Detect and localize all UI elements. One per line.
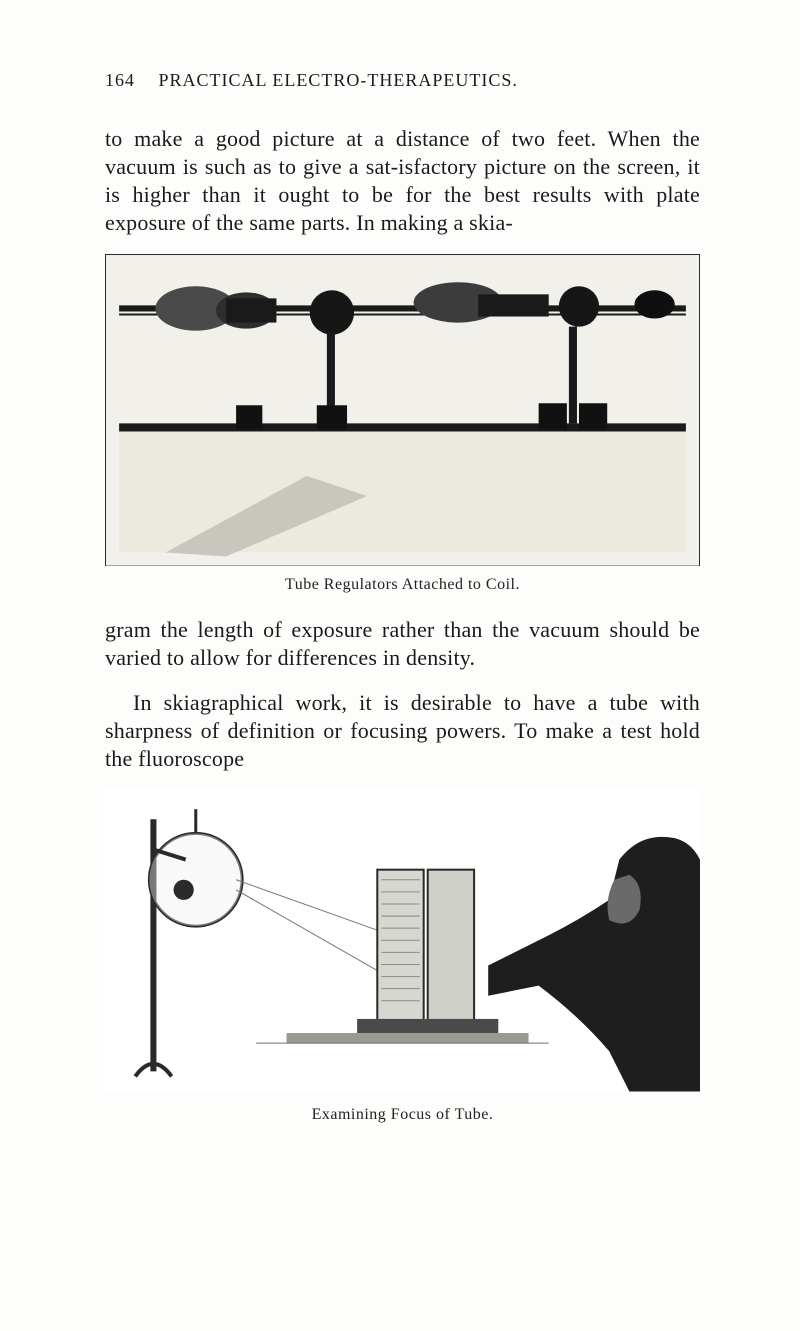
figure-1-image	[105, 254, 700, 567]
book-page: 164 PRACTICAL ELECTRO-THERAPEUTICS. to m…	[0, 0, 800, 1331]
figure-1-caption: Tube Regulators Attached to Coil.	[105, 576, 700, 594]
running-title: PRACTICAL ELECTRO-THERAPEUTICS.	[159, 70, 518, 91]
figure-2: Examining Focus of Tube.	[105, 789, 700, 1124]
paragraph-2: gram the length of exposure rather than …	[105, 616, 700, 672]
running-head: 164 PRACTICAL ELECTRO-THERAPEUTICS.	[105, 70, 700, 91]
figure-2-caption: Examining Focus of Tube.	[105, 1106, 700, 1124]
figure-1: Tube Regulators Attached to Coil.	[105, 254, 700, 595]
paragraph-1: to make a good picture at a distance of …	[105, 125, 700, 238]
figure-2-image	[105, 789, 700, 1092]
paragraph-3: In skiagraphical work, it is desirable t…	[105, 689, 700, 773]
figure-1-frame	[105, 254, 700, 567]
page-number: 164	[105, 70, 135, 91]
